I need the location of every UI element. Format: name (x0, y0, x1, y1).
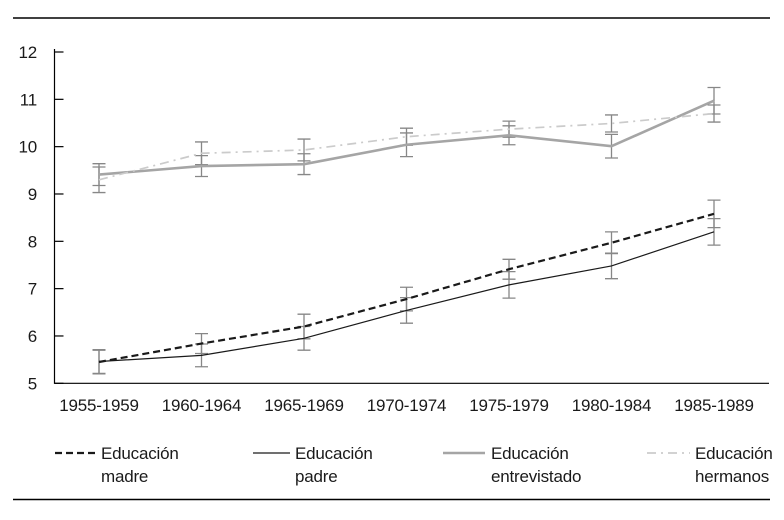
x-tick-label: 1960-1964 (162, 396, 242, 415)
x-tick-label: 1955-1959 (59, 396, 139, 415)
y-tick-label: 8 (28, 232, 37, 251)
error-bar-s0-p5 (605, 231, 618, 255)
series-line-entrevistado (98, 99, 715, 176)
legend-label-line2: entrevistado (491, 467, 581, 486)
y-tick-label: 5 (28, 374, 37, 393)
legend-label-line2: hermanos (695, 467, 769, 486)
legend-label-line1: Educación (295, 444, 373, 463)
axes (53, 49, 769, 384)
error-bar-s3-p6 (707, 104, 721, 123)
error-bar-s3-p5 (605, 114, 618, 133)
legend-label-line1: Educación (491, 444, 569, 463)
x-tick-label: 1980-1984 (572, 396, 652, 415)
y-tick-label: 9 (28, 185, 37, 204)
legend-label-line2: madre (101, 467, 148, 486)
y-tick-label: 12 (18, 43, 37, 62)
y-tick-label: 7 (28, 280, 37, 299)
x-tick-label: 1975-1979 (469, 396, 549, 415)
x-tick-label: 1965-1969 (264, 396, 344, 415)
legend-label-line2: padre (295, 467, 337, 486)
y-tick-label: 6 (28, 327, 37, 346)
x-tick-label: 1970-1974 (367, 396, 447, 415)
series-line-madre (98, 212, 715, 364)
series-line-padre (98, 231, 715, 363)
y-tick-label: 11 (20, 90, 37, 109)
legend-label-line1: Educación (695, 444, 773, 463)
y-tick-label: 10 (18, 138, 37, 157)
x-tick-label: 1985-1989 (674, 396, 754, 415)
series-line-hermanos (98, 112, 715, 181)
legend-label-line1: Educación (101, 444, 179, 463)
error-bar-s3-p2 (297, 138, 311, 162)
